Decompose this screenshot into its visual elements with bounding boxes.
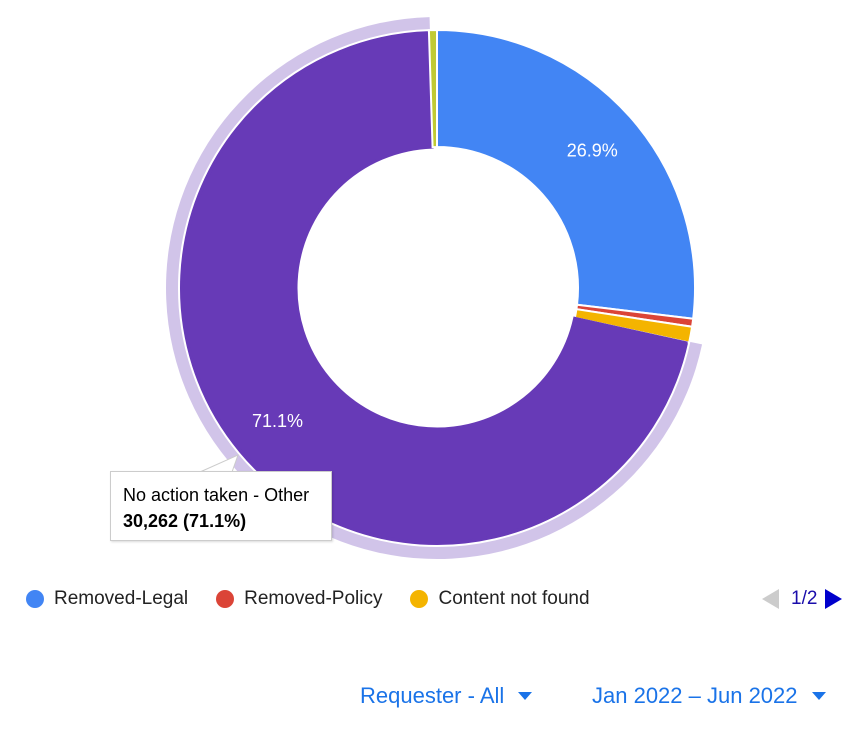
tooltip-pointer: [199, 454, 239, 473]
slice-percent-label: 26.9%: [567, 140, 618, 160]
caret-down-icon: [518, 692, 533, 700]
tooltip-label: No action taken - Other: [123, 485, 310, 505]
date-range-label: Jan 2022 – Jun 2022: [592, 683, 798, 708]
legend-item-removed-policy[interactable]: Removed-Policy: [216, 588, 382, 610]
legend-item-content-not-found[interactable]: Content not found: [410, 588, 590, 610]
legend-item-removed-legal[interactable]: Removed-Legal: [26, 588, 188, 610]
chart-legend: Removed-Legal Removed-Policy Content not…: [26, 584, 856, 614]
requester-filter-label: Requester - All: [360, 683, 505, 708]
slice-other[interactable]: [427, 28, 438, 149]
donut-chart: 26.9% 71.1%: [166, 17, 703, 559]
tooltip-value: 30,262 (71.1%): [123, 511, 247, 531]
slice-outline-no-action-taken-other: [180, 31, 688, 545]
date-range-dropdown[interactable]: Jan 2022 – Jun 2022: [592, 680, 826, 712]
legend-label: Removed-Policy: [244, 588, 383, 609]
legend-label: Content not found: [438, 588, 590, 609]
slice-removed-legal[interactable]: [436, 28, 696, 320]
slice-percent-label: 71.1%: [252, 411, 303, 431]
legend-label: Removed-Legal: [54, 588, 189, 609]
previous-page-icon[interactable]: [762, 589, 779, 609]
caret-down-icon: [811, 692, 826, 700]
next-page-icon[interactable]: [825, 589, 843, 609]
legend-swatch: [216, 590, 235, 608]
legend-pager: 1/2: [762, 584, 843, 614]
requester-filter-dropdown[interactable]: Requester - All: [360, 680, 533, 712]
legend-swatch: [26, 590, 44, 608]
legend-page-indicator: 1/2: [791, 588, 818, 609]
chart-tooltip: No action taken - Other 30,262 (71.1%): [110, 471, 332, 541]
legend-swatch: [410, 590, 429, 608]
